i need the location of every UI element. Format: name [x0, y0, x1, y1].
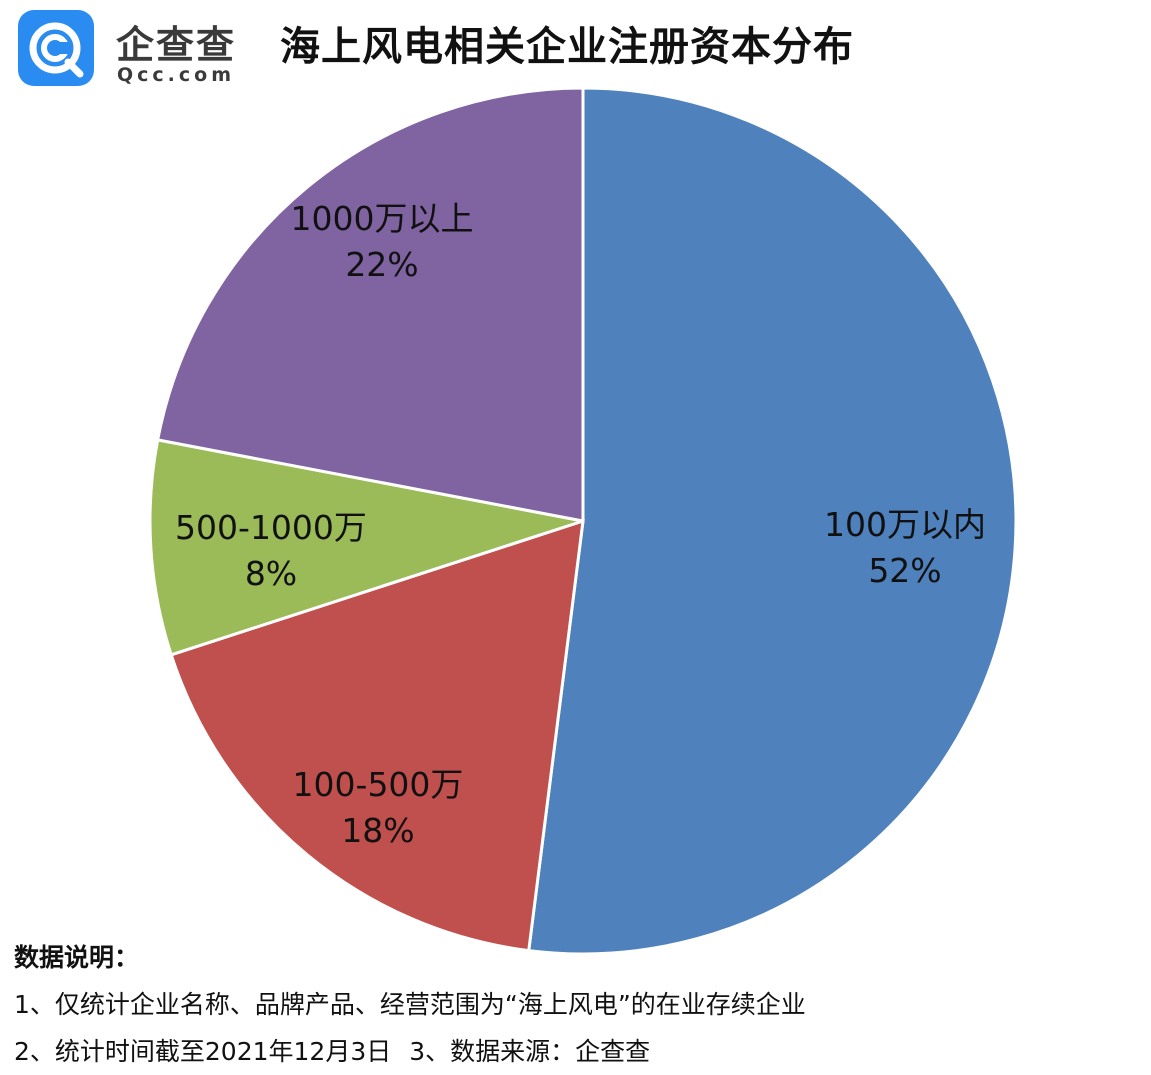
notes-line-1: 1、仅统计企业名称、品牌产品、经营范围为“海上风电”的在业存续企业: [14, 990, 806, 1019]
notes-heading: 数据说明：: [14, 943, 140, 972]
notes-line-2a: 2、统计时间截至2021年12月3日: [14, 1037, 392, 1066]
pie-slice-3: [148, 438, 584, 657]
qcc-logo-icon: [18, 10, 94, 86]
pie-slice-1: [527, 86, 1018, 956]
logo-name-en: Qcc.com: [117, 64, 236, 86]
notes-line-2b: 3、数据来源：企查查: [409, 1037, 651, 1066]
pie-slices: [148, 86, 1018, 956]
slice-percent-label: 18%: [341, 811, 414, 850]
chart-title: 海上风电相关企业注册资本分布: [280, 24, 854, 70]
slice-category-label: 1000万以上: [291, 199, 474, 238]
slice-percent-label: 8%: [245, 554, 297, 593]
pie-labels: 100万以内 52% 100-500万 18% 500-1000万 8% 1000万以上 22…: [175, 199, 986, 850]
slice-category-label: 100-500万: [293, 765, 464, 804]
logo-name-cn: 企查查: [116, 23, 237, 67]
pie-slice-4: [155, 86, 585, 523]
pie-slice-2: [169, 518, 585, 953]
slice-percent-label: 52%: [868, 551, 941, 590]
slice-category-label: 100万以内: [824, 505, 986, 544]
notes-line-2: 2、统计时间截至2021年12月3日 3、数据来源：企查查: [14, 1028, 1144, 1075]
slice-category-label: 500-1000万: [175, 508, 367, 547]
qcc-logo: 企查查 Qcc.com: [18, 10, 248, 90]
data-notes: 数据说明： 1、仅统计企业名称、品牌产品、经营范围为“海上风电”的在业存续企业 …: [14, 934, 1144, 1075]
slice-percent-label: 22%: [345, 245, 418, 284]
